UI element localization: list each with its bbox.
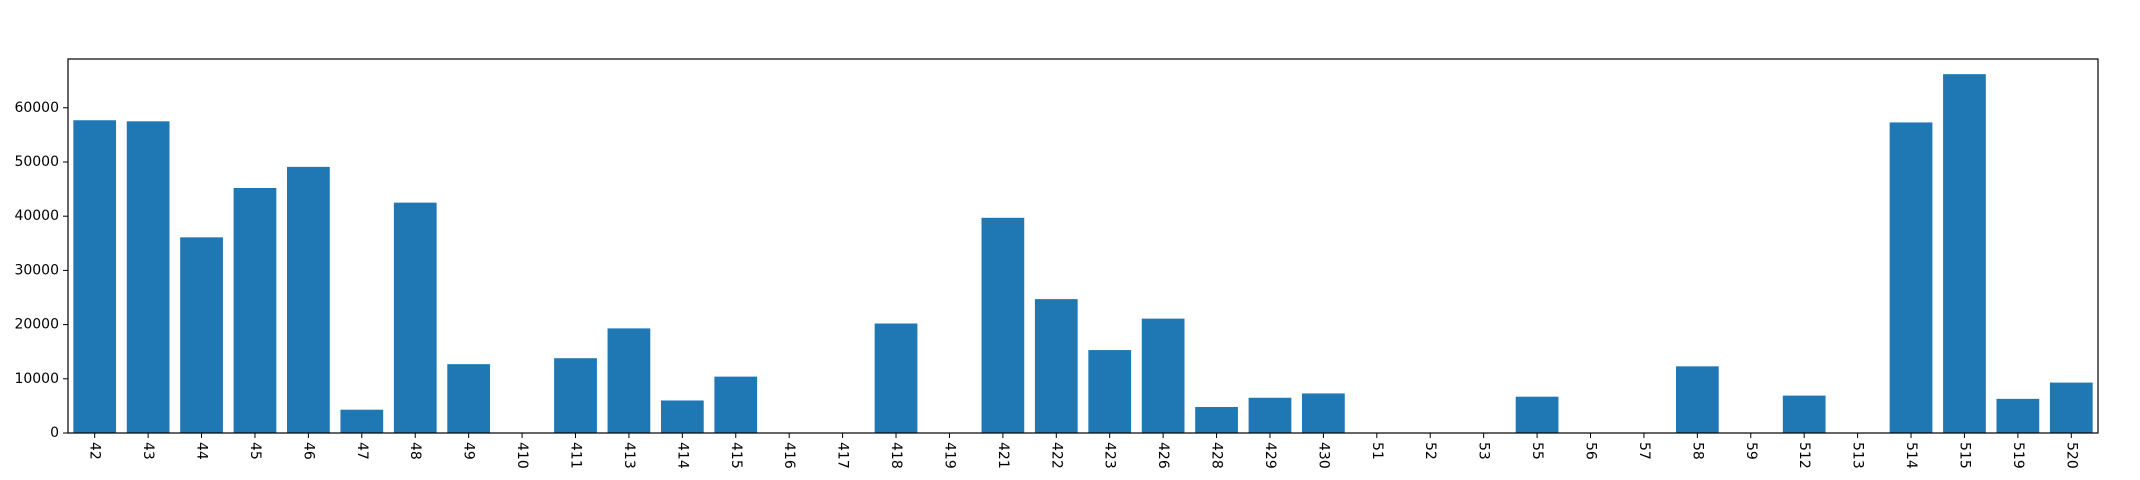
x-tick-label: 413 — [621, 442, 637, 469]
y-tick-label: 40000 — [14, 208, 59, 224]
bar-45 — [233, 188, 277, 433]
x-tick-label: 426 — [1155, 442, 1171, 469]
x-tick-label: 45 — [247, 442, 263, 460]
x-tick-label: 428 — [1209, 442, 1225, 469]
x-tick-label: 417 — [835, 442, 851, 469]
bar-520 — [2049, 382, 2093, 433]
x-tick-label: 410 — [514, 442, 530, 469]
x-tick-label: 415 — [728, 442, 744, 469]
y-tick-label: 50000 — [14, 154, 59, 170]
bar-426 — [1141, 318, 1185, 433]
bar-430 — [1302, 393, 1345, 433]
x-tick-label: 47 — [354, 442, 370, 460]
bar-49 — [447, 364, 491, 433]
x-tick-label: 429 — [1262, 442, 1278, 469]
x-tick-label: 59 — [1743, 442, 1759, 460]
y-tick-label: 30000 — [14, 262, 59, 278]
x-tick-label: 419 — [941, 442, 957, 469]
x-tick-label: 512 — [1796, 442, 1812, 469]
x-tick-label: 44 — [194, 442, 210, 460]
bar-414 — [660, 400, 704, 433]
y-tick-label: 10000 — [14, 371, 59, 387]
bar-58 — [1675, 366, 1719, 433]
bar-46 — [287, 166, 330, 433]
x-tick-label: 513 — [1850, 442, 1866, 469]
x-tick-label: 514 — [1903, 442, 1919, 469]
bar-423 — [1088, 350, 1132, 433]
bar-428 — [1195, 406, 1238, 433]
x-tick-label: 48 — [407, 442, 423, 460]
bar-55 — [1515, 396, 1559, 433]
bar-413 — [607, 328, 651, 433]
y-tick-label: 20000 — [14, 317, 59, 333]
bar-515 — [1943, 74, 1986, 433]
bar-415 — [714, 376, 758, 433]
bar-422 — [1034, 299, 1078, 433]
bar-512 — [1782, 395, 1826, 433]
x-tick-label: 57 — [1636, 442, 1652, 460]
y-tick-label: 0 — [50, 425, 59, 441]
x-tick-label: 55 — [1529, 442, 1545, 460]
x-tick-label: 53 — [1476, 442, 1492, 460]
axes-frame — [67, 58, 2099, 434]
bar-429 — [1248, 397, 1292, 433]
bar-519 — [1996, 398, 2040, 433]
x-tick-label: 42 — [87, 442, 103, 460]
x-tick-label: 515 — [1956, 442, 1972, 469]
x-tick-label: 422 — [1048, 442, 1064, 469]
y-axis: 0 10000 20000 30000 40000 50000 60000 — [14, 100, 68, 441]
y-tick-label: 60000 — [14, 100, 59, 116]
x-tick-label: 414 — [674, 442, 690, 469]
bar-514 — [1889, 122, 1933, 433]
bar-42 — [73, 120, 117, 434]
x-tick-label: 51 — [1369, 442, 1385, 460]
x-tick-label: 520 — [2063, 442, 2079, 469]
x-tick-label: 56 — [1583, 442, 1599, 460]
x-tick-label: 52 — [1422, 442, 1438, 460]
x-tick-label: 58 — [1689, 442, 1705, 460]
x-tick-label: 416 — [781, 442, 797, 469]
bar-43 — [126, 121, 170, 433]
x-tick-label: 49 — [461, 442, 477, 460]
bar-421 — [981, 217, 1025, 433]
x-tick-label: 43 — [140, 442, 156, 460]
x-axis: 42 43 44 45 46 47 48 49 410 411 413 414 415 416 417 418… — [87, 433, 2079, 469]
bar-48 — [393, 202, 437, 433]
x-tick-label: 519 — [2010, 442, 2026, 469]
x-tick-label: 411 — [568, 442, 584, 469]
x-tick-label: 421 — [995, 442, 1011, 469]
bar-411 — [554, 358, 597, 433]
x-tick-label: 46 — [300, 442, 316, 460]
x-tick-label: 430 — [1315, 442, 1331, 469]
bar-44 — [180, 237, 223, 433]
bar-47 — [340, 409, 384, 433]
bar-group — [73, 74, 2093, 434]
x-tick-label: 423 — [1102, 442, 1118, 469]
bar-418 — [874, 323, 918, 433]
x-tick-label: 418 — [888, 442, 904, 469]
